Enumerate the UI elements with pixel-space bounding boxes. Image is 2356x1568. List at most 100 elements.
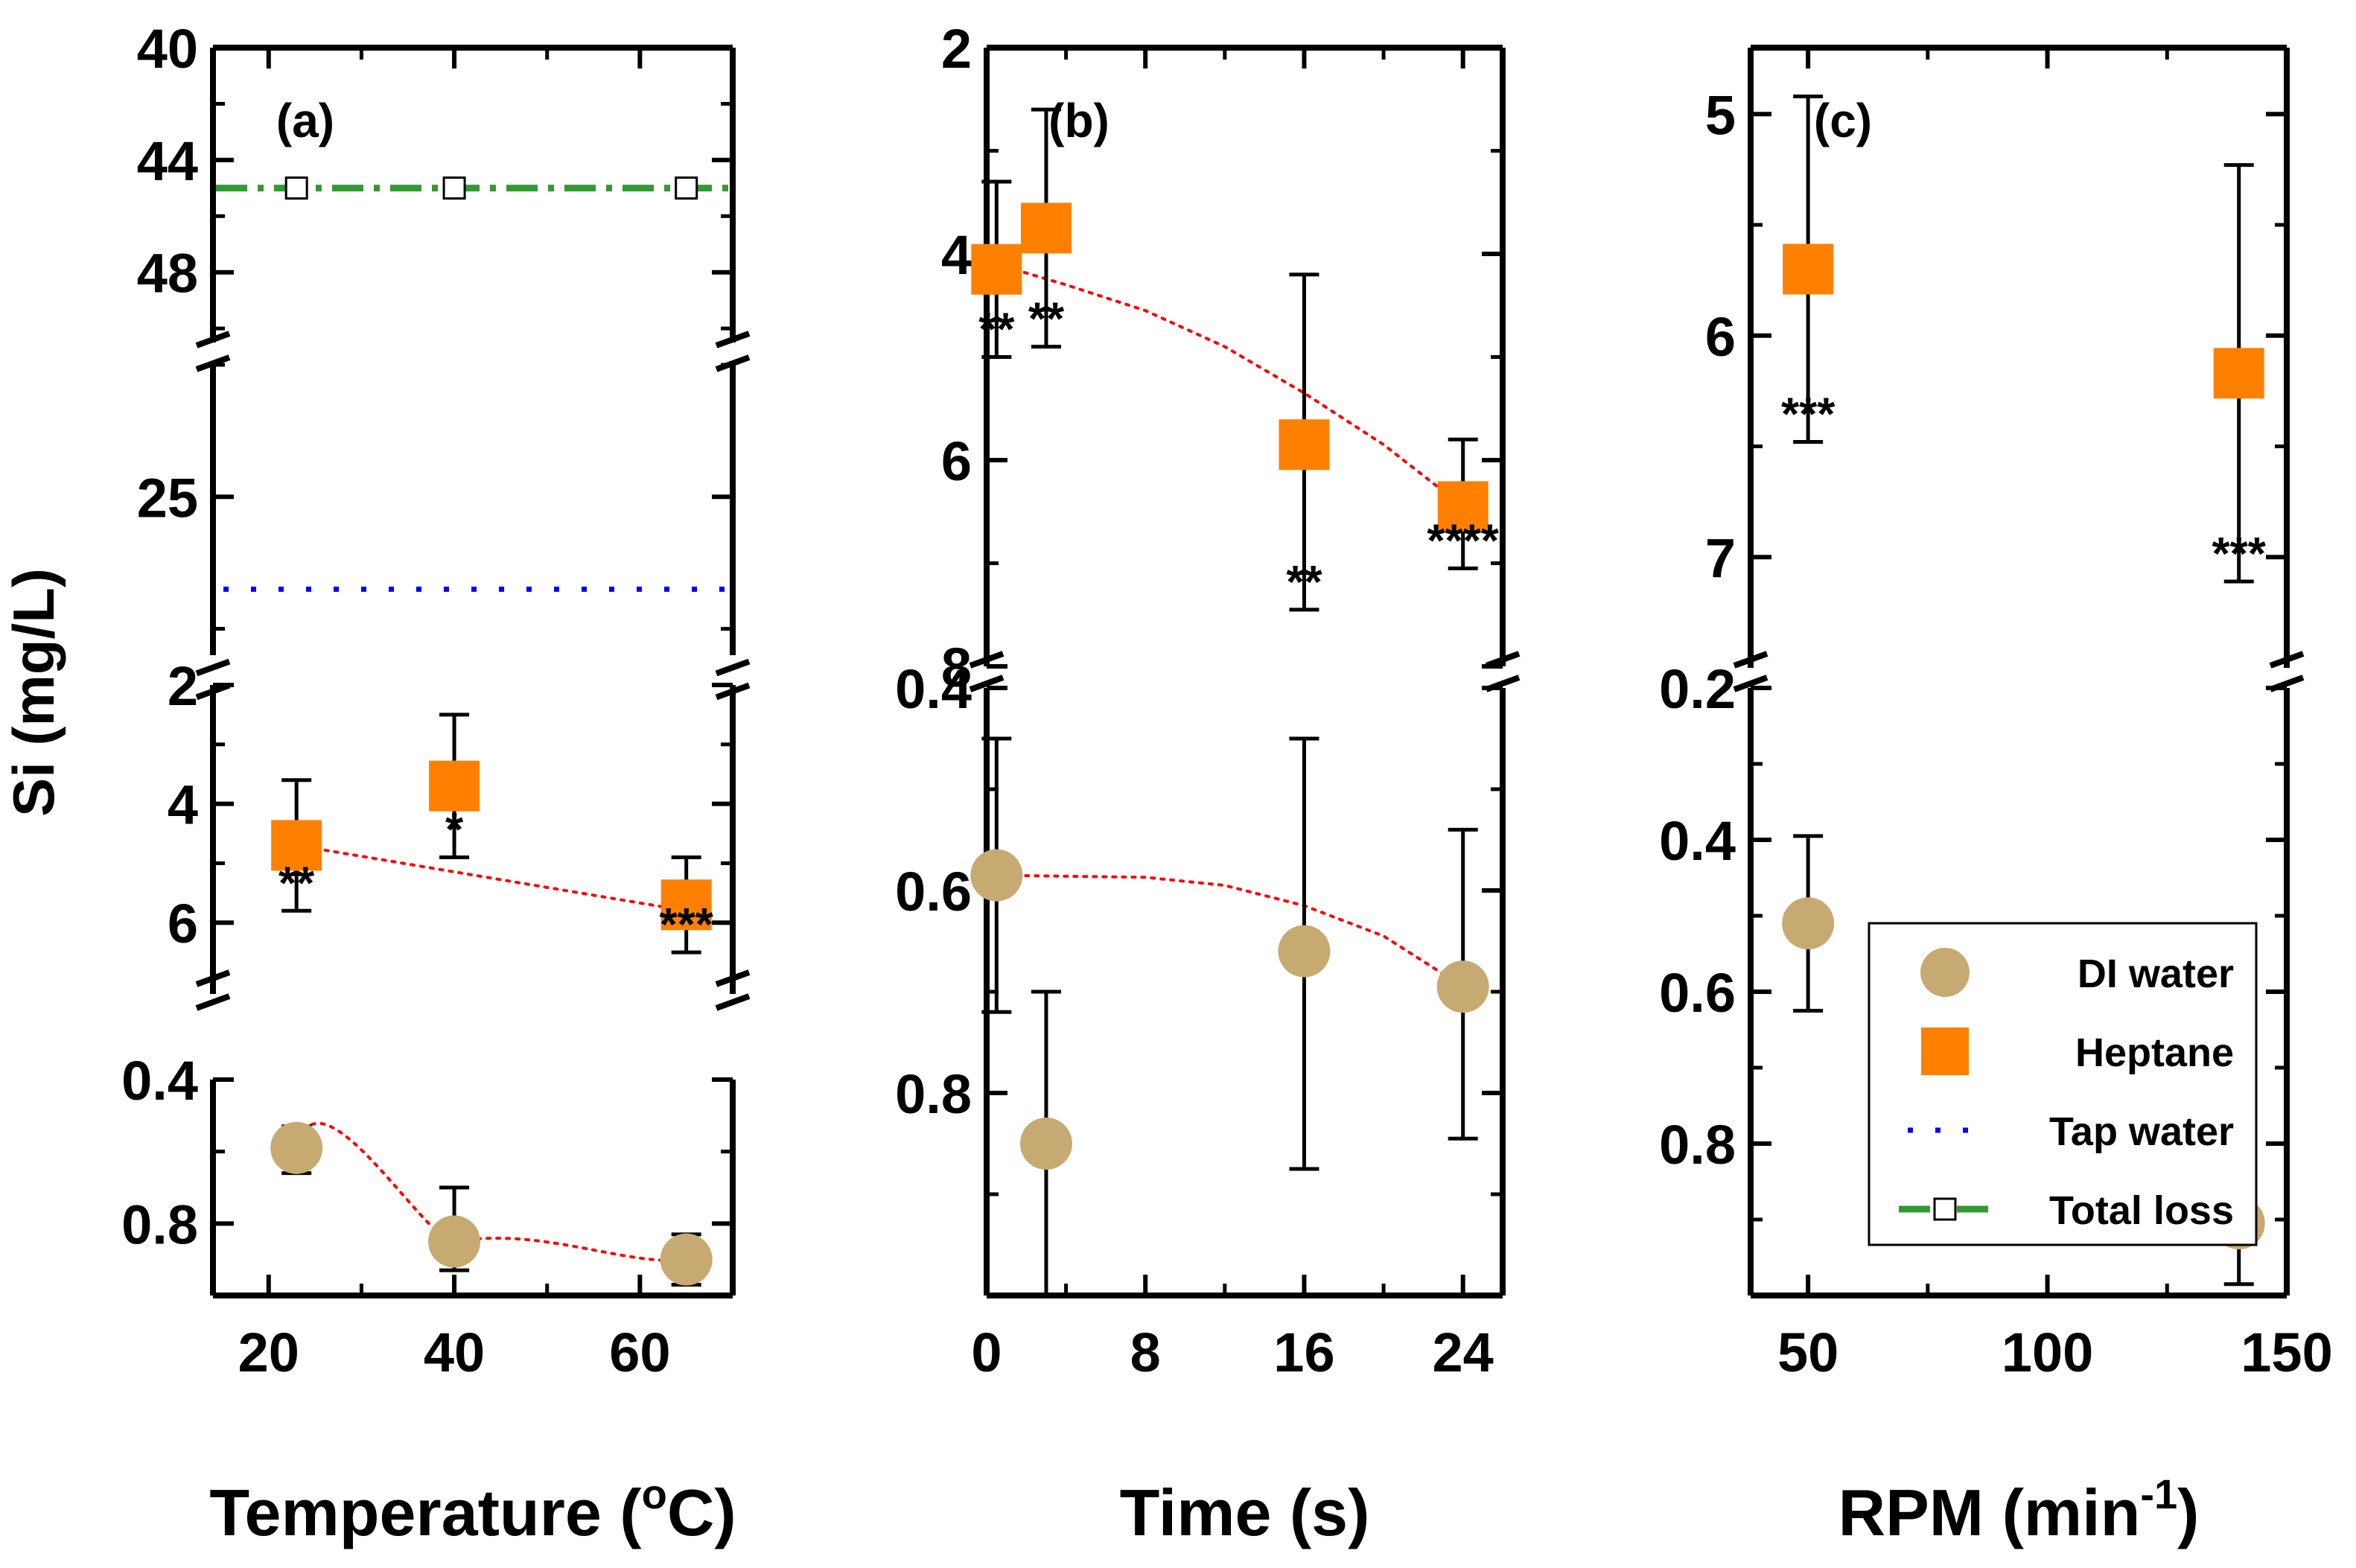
heptane-fit-line [995,262,1465,509]
heptane-point [2213,348,2264,399]
y-tick-label: 6 [941,430,972,492]
axis-break-mark [1485,651,1521,669]
x-axis-label: Temperature (oC) [209,1470,736,1549]
significance-label: * [445,804,464,855]
y-tick-label: 7 [1705,527,1736,589]
significance-label: ** [978,305,1015,356]
y-tick-label: 6 [1705,306,1736,368]
x-axis-label: Time (s) [1120,1476,1370,1549]
y-tick-label: 6 [168,893,198,954]
heptane-point [971,243,1022,295]
legend: DI water Heptane Tap water Total loss [1868,922,2258,1246]
di-water-point [428,1215,481,1268]
y-tick-label: 25 [137,467,198,529]
y-tick-label: 0.6 [895,861,972,922]
significance-label: ** [1028,294,1065,345]
panel-a: 0.4 0.8 2 4 6 25 40 44 48 20 40 60 Temperature (oC) (… [121,18,751,1549]
x-tick-label: 60 [609,1322,670,1383]
y-tick-label: 0.8 [121,1193,198,1255]
x-tick-label: 16 [1273,1322,1334,1383]
x-tick-label: 40 [424,1322,485,1383]
panel-label: (b) [1048,94,1109,147]
y-tick-label: 2 [168,655,198,717]
panel-label: (a) [276,94,334,147]
heptane-point [660,879,712,931]
x-tick-label: 24 [1433,1322,1494,1383]
axis-break-mark [969,651,1005,669]
axis-break-mark [715,354,751,372]
y-tick-label: 0.4 [895,658,972,720]
legend-total-loss-square [1933,1197,1957,1221]
y-tick-label: 8 [941,637,972,698]
y-tick-label: 0.8 [1659,1114,1736,1176]
axis-break-mark [195,993,231,1011]
di-water-fit-line [295,1121,688,1262]
heptane-point [1437,481,1489,532]
total-loss-marker [442,176,466,200]
y-tick-label: 0.4 [121,1050,198,1112]
x-tick-label: 20 [238,1322,299,1383]
di-water-point [1019,1118,1072,1170]
legend-di-water-marker [1920,948,1970,997]
legend-heptane-marker [1921,1027,1969,1075]
heptane-point [429,760,480,812]
y-tick-label: 4 [941,224,972,286]
significance-label: *** [1781,389,1836,441]
axis-break-mark [715,969,751,987]
di-water-fit-line [995,873,1465,989]
axis-break-mark [195,682,231,701]
axis-break-mark [2269,651,2305,669]
x-tick-label: 50 [1777,1322,1838,1383]
heptane-point [271,820,322,871]
axis-break-mark [715,658,751,677]
y-tick-label: 48 [137,243,198,305]
di-water-point [270,1121,323,1174]
significance-label: **** [1427,515,1499,567]
axis-break-mark [2269,675,2305,692]
legend-label: DI water [2078,952,2234,996]
y-tick-label: 40 [137,18,198,80]
axis-break-mark [195,354,231,372]
x-axis-label: RPM (min-1) [1838,1470,2200,1549]
legend-label: Tap water [2049,1109,2234,1154]
y-tick-label: 5 [1705,84,1736,146]
axis-break-mark [1733,675,1768,692]
y-tick-label: 2 [941,18,972,80]
x-tick-label: 0 [971,1322,1002,1383]
total-loss-marker [675,176,698,200]
y-tick-label: 0.4 [1659,810,1736,872]
heptane-point [1020,203,1072,254]
x-tick-label: 150 [2241,1322,2332,1383]
di-water-point [1782,897,1835,950]
y-tick-label: 0.2 [1659,658,1736,720]
y-tick-label: 0.6 [1659,962,1736,1024]
y-tick-label: 0.8 [895,1063,972,1125]
panel-c: 0.2 0.4 0.6 0.8 5 6 7 50 100 150 RPM (min-1) (c) ***… [1659,45,2333,1549]
legend-label: Heptane [2075,1030,2234,1075]
di-water-point [970,849,1023,902]
axis-break-mark [715,682,751,701]
axis-break-mark [195,331,231,348]
panel-label: (c) [1814,94,1872,147]
di-water-point [1436,960,1489,1013]
heptane-point [1783,243,1834,295]
heptane-point [1279,419,1330,471]
axis-break-mark [1733,651,1768,669]
axis-break-mark [195,969,231,987]
axis-break-mark [715,993,751,1011]
axis-break-mark [715,331,751,348]
axis-break-mark [969,675,1005,692]
x-tick-label: 8 [1130,1322,1161,1383]
y-tick-label: 4 [168,774,198,836]
di-water-point [1278,925,1331,978]
di-water-point [660,1233,713,1286]
y-tick-label: 44 [137,130,198,192]
axis-break-mark [195,658,231,677]
significance-label: ** [278,858,315,909]
legend-label: Total loss [2049,1188,2234,1233]
x-tick-label: 100 [2002,1322,2093,1383]
axis-break-mark [1485,675,1521,692]
